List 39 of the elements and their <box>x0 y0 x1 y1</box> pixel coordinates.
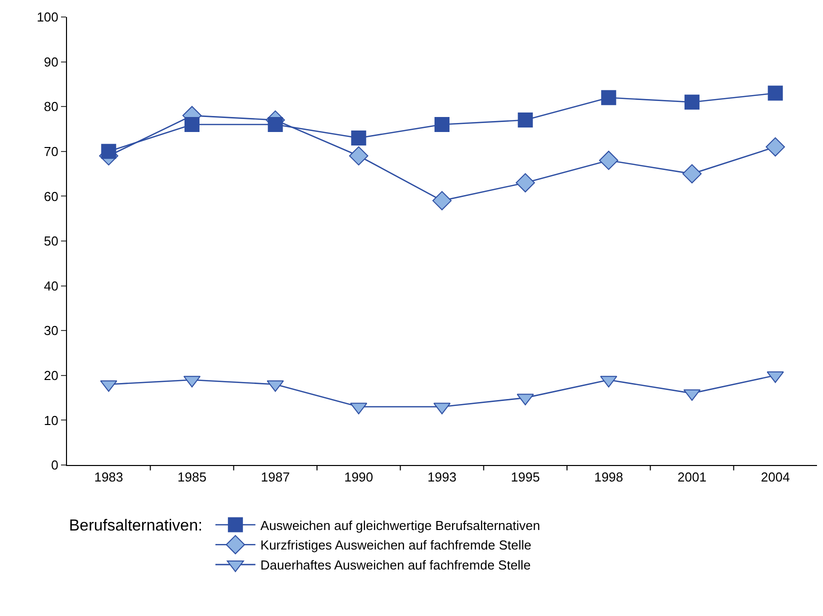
point <box>434 117 450 132</box>
legend-title: Berufsalternativen: <box>69 518 202 535</box>
y-tick-label: 30 <box>44 323 58 338</box>
y-tick-label: 80 <box>44 99 58 114</box>
legend-label: Kurzfristiges Ausweichen auf fachfremde Stelle <box>260 538 532 553</box>
point <box>349 146 368 166</box>
x-tick-label: 1983 <box>94 470 124 485</box>
x-tick-label: 2004 <box>760 470 790 485</box>
x-tick-label: 1993 <box>428 470 456 485</box>
point <box>518 112 533 128</box>
x-tick-label: 1985 <box>178 470 206 485</box>
y-tick-label: 40 <box>44 278 58 294</box>
point <box>684 94 700 110</box>
x-tick-label: 1990 <box>344 470 374 485</box>
point <box>184 117 200 132</box>
legend-label: Dauerhaftes Ausweichen auf fachfremde Stelle <box>260 558 531 573</box>
point <box>101 144 116 159</box>
point <box>516 173 535 192</box>
point <box>766 137 785 157</box>
point <box>601 90 616 106</box>
y-tick-label: 90 <box>44 54 58 70</box>
point <box>351 130 366 146</box>
x-tick-label: 1995 <box>510 470 540 485</box>
y-tick-label: 100 <box>36 10 58 25</box>
y-tick-label: 0 <box>51 458 58 473</box>
point <box>432 191 452 210</box>
y-tick-label: 50 <box>44 234 58 249</box>
x-tick-label: 1987 <box>260 470 290 485</box>
y-tick-label: 20 <box>44 368 58 383</box>
y-tick-label: 60 <box>44 188 58 204</box>
y-tick-label: 10 <box>44 412 58 428</box>
legend-label: Ausweichen auf gleichwertige Berufsalternativen <box>260 518 540 533</box>
x-tick-label: 1998 <box>594 470 624 485</box>
point <box>599 150 618 170</box>
point <box>768 86 783 101</box>
point <box>682 164 702 184</box>
y-tick-label: 70 <box>44 144 58 159</box>
point <box>268 117 283 132</box>
x-tick-label: 2001 <box>678 470 706 485</box>
